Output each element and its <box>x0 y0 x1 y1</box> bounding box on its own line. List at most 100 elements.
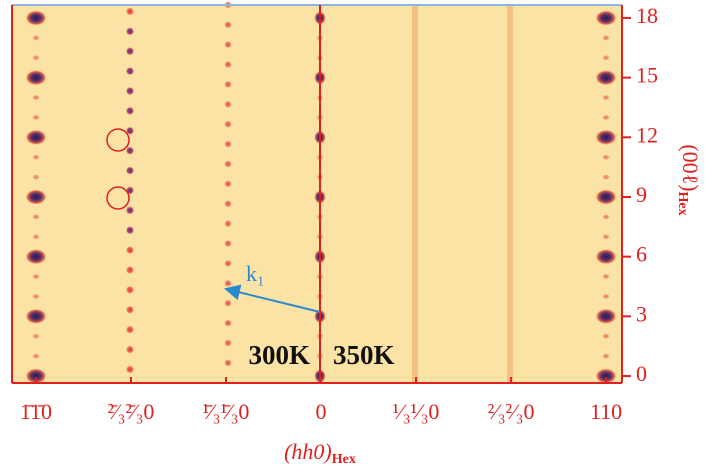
satellite-peak <box>125 245 135 255</box>
bragg-peak <box>602 54 610 61</box>
bragg-peak <box>595 10 617 26</box>
bragg-peak <box>32 333 40 340</box>
diffraction-pattern <box>25 0 617 384</box>
k-vector <box>224 284 321 313</box>
y-tick-label: 3 <box>636 301 647 326</box>
bragg-peak <box>595 308 617 325</box>
y-tick-label: 0 <box>636 361 647 386</box>
satellite-peak <box>224 100 232 109</box>
bragg-peak <box>32 174 40 181</box>
satellite-peak <box>125 86 135 96</box>
bragg-peak <box>32 94 40 101</box>
bragg-peak <box>25 308 47 325</box>
satellite-peak <box>125 225 135 235</box>
bragg-peak <box>602 114 610 121</box>
satellite-peak <box>125 364 135 374</box>
x-tick-label: 0 <box>315 399 326 424</box>
bragg-peak <box>25 248 47 265</box>
y-tick-label: 15 <box>636 63 658 88</box>
y-tick-label: 9 <box>636 182 647 207</box>
satellite-peak <box>224 358 232 367</box>
highlight-circle <box>106 128 130 152</box>
x-tick-label: 1̄1̄0 <box>20 399 52 424</box>
satellite-peak <box>125 345 135 355</box>
bragg-peak <box>602 293 610 300</box>
satellite-peak <box>125 325 135 335</box>
bragg-peak <box>602 94 610 101</box>
satellite-peak <box>125 265 135 275</box>
satellite-peak <box>224 20 232 29</box>
bragg-peak <box>32 54 40 61</box>
bragg-peak <box>602 174 610 181</box>
satellite-peak <box>125 106 135 116</box>
bragg-peak <box>595 189 617 205</box>
highlight-circle <box>106 186 130 210</box>
satellite-peak <box>224 279 232 288</box>
satellite-peak <box>125 285 135 295</box>
satellite-peak <box>224 338 232 347</box>
satellite-peak <box>125 146 135 156</box>
satellite-peak <box>224 80 232 89</box>
satellite-peak <box>224 219 232 228</box>
y-tick-label: 12 <box>636 122 658 147</box>
bragg-peak <box>602 353 610 360</box>
bragg-peak <box>25 129 47 146</box>
diffuse-streak <box>507 5 513 383</box>
bragg-peak <box>32 114 40 121</box>
satellite-peak <box>224 319 232 328</box>
x-tick-label: ²⁄₃²⁄₃0 <box>488 399 535 424</box>
x-axis-label-main: (hh0) <box>284 439 332 464</box>
x-axis-label: (hh0)Hex <box>284 439 356 467</box>
bragg-peak <box>595 368 617 384</box>
y-tick-label: 6 <box>636 242 647 267</box>
y-tick-label: 18 <box>636 3 658 28</box>
satellite-peak <box>224 299 232 308</box>
x-tick-label: ¹⁄₃¹⁄₃0 <box>393 399 440 424</box>
satellite-peak <box>125 305 135 315</box>
bragg-peak <box>602 233 610 240</box>
satellite-peak <box>125 6 135 16</box>
satellite-peak <box>125 166 135 176</box>
bragg-peak <box>32 213 40 220</box>
y-axis-label: (00ℓ)Hex <box>675 144 703 215</box>
bragg-peak <box>32 34 40 41</box>
bragg-peak <box>602 273 610 280</box>
satellite-peak <box>224 60 232 69</box>
satellite-peak <box>224 40 232 49</box>
satellite-peak <box>125 205 135 215</box>
temperature-label: 300K <box>248 340 310 370</box>
satellite-peak <box>125 66 135 76</box>
bragg-peak <box>25 69 47 86</box>
bragg-peak <box>32 233 40 240</box>
x-tick-label: ²̄⁄₃²̄⁄₃0 <box>108 399 155 424</box>
bragg-peak <box>595 248 617 265</box>
satellite-peak <box>125 26 135 36</box>
satellite-peak <box>224 239 232 248</box>
bragg-peak <box>602 154 610 161</box>
bragg-peak <box>32 154 40 161</box>
satellite-peak <box>224 159 232 168</box>
y-axis-label-main: (00ℓ) <box>678 144 703 191</box>
bragg-peak <box>32 273 40 280</box>
satellite-peak <box>125 126 135 136</box>
bragg-peak <box>25 189 47 205</box>
temperature-label: 350K <box>333 340 395 370</box>
bragg-peak <box>602 34 610 41</box>
bragg-peak <box>25 368 47 384</box>
vector-label: k₁ <box>246 261 265 286</box>
bragg-peak <box>32 293 40 300</box>
y-axis-label-sub: Hex <box>675 192 690 216</box>
diffuse-streak <box>412 5 418 383</box>
x-tick-label: ¹̄⁄₃¹̄⁄₃0 <box>203 399 250 424</box>
bragg-peak <box>25 10 47 26</box>
bragg-peak <box>595 69 617 86</box>
satellite-peak <box>224 199 232 208</box>
satellite-peak <box>125 46 135 56</box>
x-tick-label: 110 <box>590 399 622 424</box>
bragg-peak <box>602 333 610 340</box>
bragg-peak <box>602 213 610 220</box>
x-axis-label-sub: Hex <box>332 452 356 467</box>
bragg-peak <box>32 353 40 360</box>
